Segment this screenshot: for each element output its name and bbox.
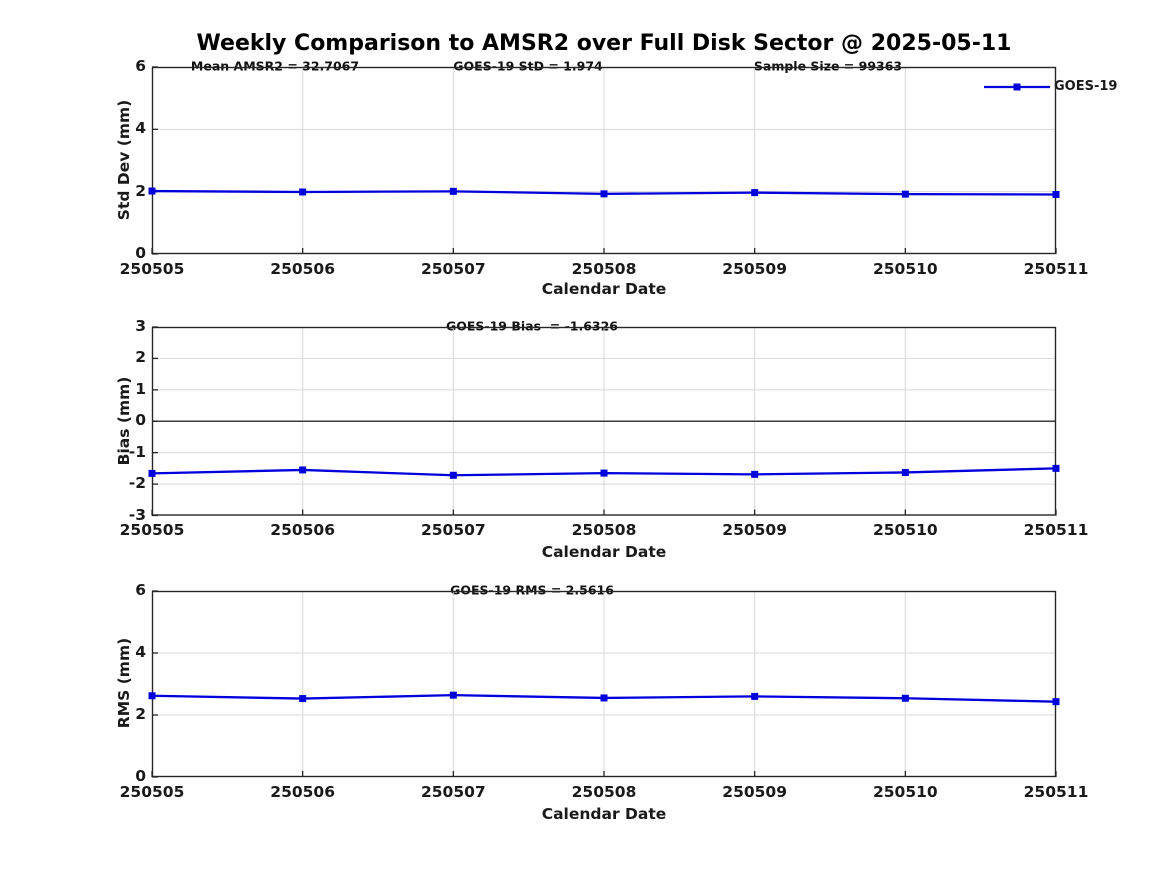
series-marker bbox=[148, 187, 156, 195]
annotation-mean-amsr2: Mean AMSR2 = 32.7067 bbox=[190, 58, 360, 74]
series-marker bbox=[299, 187, 307, 195]
legend-label: GOES-19 bbox=[1054, 79, 1118, 94]
y-tick-label: 0 bbox=[135, 767, 146, 785]
series-marker bbox=[148, 691, 156, 699]
y-tick-label: 0 bbox=[135, 411, 146, 430]
x-tick-label: 250509 bbox=[722, 259, 788, 278]
x-tick-label: 250507 bbox=[420, 521, 486, 539]
y-tick-label: 2 bbox=[135, 705, 146, 723]
x-tick-label: 250509 bbox=[722, 782, 788, 801]
y-tick-label: -1 bbox=[128, 442, 146, 461]
x-tick-label: 250508 bbox=[571, 259, 637, 278]
figure-title: Weekly Comparison to AMSR2 over Full Dis… bbox=[196, 31, 1012, 56]
x-tick-label: 250508 bbox=[571, 782, 637, 801]
series-marker bbox=[600, 469, 608, 477]
plot-frame bbox=[151, 66, 1057, 254]
series-marker bbox=[600, 189, 608, 197]
series-marker bbox=[751, 692, 759, 700]
y-tick-label: -3 bbox=[128, 505, 146, 524]
rms-x-axis-title: Calendar Date bbox=[541, 805, 667, 823]
x-tick-label: 250511 bbox=[1023, 259, 1089, 278]
series-marker bbox=[1052, 697, 1060, 705]
x-tick-label: 250510 bbox=[872, 521, 938, 539]
x-tick-label: 250505 bbox=[119, 782, 185, 801]
x-tick-label: 250507 bbox=[420, 259, 486, 278]
x-tick-label: 250505 bbox=[119, 259, 185, 278]
annotation-goes19-rms: GOES-19 RMS = 2.5616 bbox=[450, 582, 614, 598]
stddev-x-axis-title: Calendar Date bbox=[541, 280, 667, 298]
x-tick-label: 250509 bbox=[722, 521, 788, 539]
y-tick-label: 2 bbox=[135, 348, 146, 367]
x-tick-label: 250506 bbox=[270, 521, 336, 539]
series-marker bbox=[449, 471, 457, 479]
series-marker bbox=[449, 187, 457, 195]
stddev-y-axis-label: Std Dev (mm) bbox=[115, 99, 133, 221]
series-marker bbox=[901, 694, 909, 702]
series-marker bbox=[148, 469, 156, 477]
series-marker bbox=[1052, 464, 1060, 472]
stddev-plot-area bbox=[148, 65, 1060, 255]
y-tick-label: 6 bbox=[135, 57, 146, 75]
bias-x-axis-title: Calendar Date bbox=[541, 543, 667, 561]
x-tick-label: 250511 bbox=[1023, 782, 1089, 801]
series-marker bbox=[751, 188, 759, 196]
annotation-goes19-std: GOES-19 StD = 1.974 bbox=[453, 58, 603, 74]
x-tick-label: 250510 bbox=[872, 259, 938, 278]
bias-plot-area bbox=[148, 325, 1060, 516]
x-tick-label: 250506 bbox=[270, 259, 336, 278]
annotation-goes19-bias: GOES-19 Bias = -1.6326 bbox=[445, 318, 619, 334]
rms-plot-area bbox=[148, 589, 1060, 778]
series-marker bbox=[901, 190, 909, 198]
y-tick-label: 4 bbox=[135, 119, 146, 138]
plot-frame bbox=[151, 326, 1057, 516]
annotation-sample-size: Sample Size = 99363 bbox=[753, 58, 903, 74]
x-tick-label: 250507 bbox=[420, 782, 486, 801]
series-marker bbox=[299, 465, 307, 473]
series-marker bbox=[299, 694, 307, 702]
plot-frame bbox=[151, 590, 1057, 777]
y-tick-label: 0 bbox=[135, 244, 146, 262]
y-tick-label: 6 bbox=[135, 581, 146, 599]
x-tick-label: 250511 bbox=[1023, 521, 1089, 539]
series-marker bbox=[901, 468, 909, 476]
series-marker bbox=[1052, 190, 1060, 198]
y-tick-label: 2 bbox=[135, 181, 146, 200]
y-tick-label: -2 bbox=[128, 474, 146, 493]
series-marker bbox=[449, 691, 457, 699]
y-tick-label: 1 bbox=[135, 379, 146, 398]
y-tick-label: 4 bbox=[135, 643, 146, 661]
x-tick-label: 250510 bbox=[872, 782, 938, 801]
series-marker bbox=[751, 470, 759, 478]
series-marker bbox=[600, 693, 608, 701]
x-tick-label: 250505 bbox=[119, 521, 185, 539]
x-tick-label: 250508 bbox=[571, 521, 637, 539]
legend-marker bbox=[1013, 83, 1021, 91]
y-tick-label: 3 bbox=[135, 317, 146, 335]
x-tick-label: 250506 bbox=[270, 782, 336, 801]
legend-line-sample bbox=[984, 83, 1050, 91]
